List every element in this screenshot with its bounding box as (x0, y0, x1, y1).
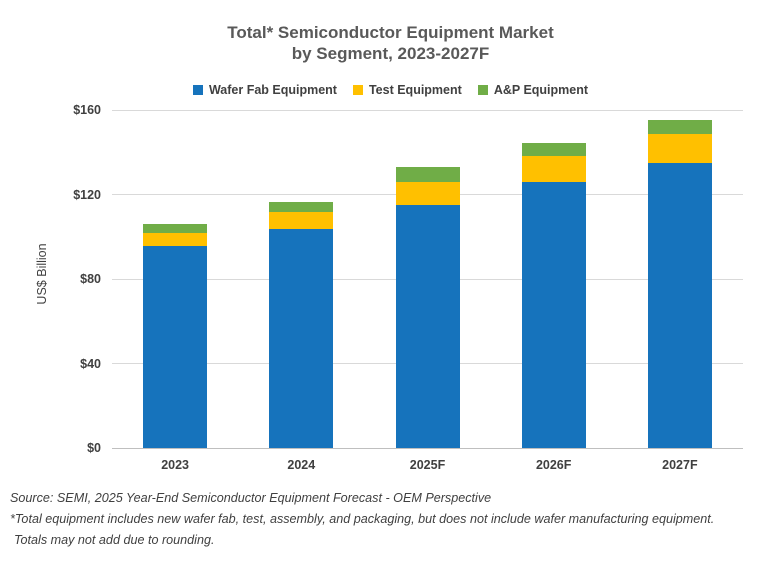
x-tick-label-2026f: 2026F (535, 458, 572, 472)
rounding-note: Totals may not add due to rounding. (14, 533, 215, 547)
legend-label: Test Equipment (368, 83, 462, 97)
bar-segment-wafer-fab-equipment-2026f (521, 181, 586, 448)
bar-segment-a-p-equipment-2026f (521, 142, 586, 157)
source-note: Source: SEMI, 2025 Year-End Semiconducto… (10, 491, 492, 505)
bar-segment-test-equipment-2023 (143, 232, 208, 247)
legend-item-wafer-fab-equipment: Wafer Fab Equipment (192, 83, 337, 97)
x-tick-label-2024: 2024 (287, 458, 316, 472)
bar-segment-wafer-fab-equipment-2023 (143, 246, 208, 448)
chart-title: Total* Semiconductor Equipment Market by… (0, 22, 781, 64)
x-tick-label-2025f: 2025F (409, 458, 446, 472)
bar-segment-test-equipment-2025f (395, 181, 460, 206)
bar-segment-a-p-equipment-2023 (143, 224, 208, 233)
y-tick-label: $80 (80, 272, 101, 286)
chart-legend: Wafer Fab Equipment Test Equipment A&P Equ… (0, 83, 781, 97)
bar-segment-wafer-fab-equipment-2027f (647, 162, 712, 448)
legend-label: Wafer Fab Equipment (208, 83, 337, 97)
bar-segment-test-equipment-2024 (269, 212, 334, 230)
gridline-160 (112, 109, 743, 111)
bar-segment-wafer-fab-equipment-2024 (269, 229, 334, 448)
y-tick-label: $40 (80, 356, 101, 371)
bar-segment-test-equipment-2026f (521, 156, 586, 182)
legend-item-test-equipment: Test Equipment (352, 83, 462, 97)
y-tick-label: $160 (73, 103, 101, 117)
legend-item-a-p-equipment: A&P Equipment (477, 83, 589, 97)
bar-segment-a-p-equipment-2025f (395, 167, 460, 182)
bar-segment-test-equipment-2027f (647, 134, 712, 163)
legend-swatch-icon (352, 85, 363, 95)
legend-swatch-icon (192, 85, 203, 95)
bar-segment-wafer-fab-equipment-2025f (395, 205, 460, 448)
x-tick-label-2027f: 2027F (662, 458, 698, 472)
asterisk-note: *Total equipment includes new wafer fab,… (10, 512, 715, 526)
x-axis-line (112, 447, 743, 449)
legend-label: A&P Equipment (493, 83, 589, 97)
legend-swatch-icon (477, 85, 488, 95)
chart-title-line2: by Segment, 2023-2027F (291, 44, 490, 63)
bar-segment-a-p-equipment-2024 (269, 201, 334, 213)
y-tick-label: $0 (87, 441, 101, 455)
chart-title-line1: Total* Semiconductor Equipment Market (227, 23, 554, 42)
footnotes: Source: SEMI, 2025 Year-End Semiconducto… (10, 488, 781, 551)
bar-segment-a-p-equipment-2027f (647, 119, 712, 135)
x-tick-label-2023: 2023 (161, 458, 189, 472)
y-tick-label: $120 (73, 187, 101, 202)
